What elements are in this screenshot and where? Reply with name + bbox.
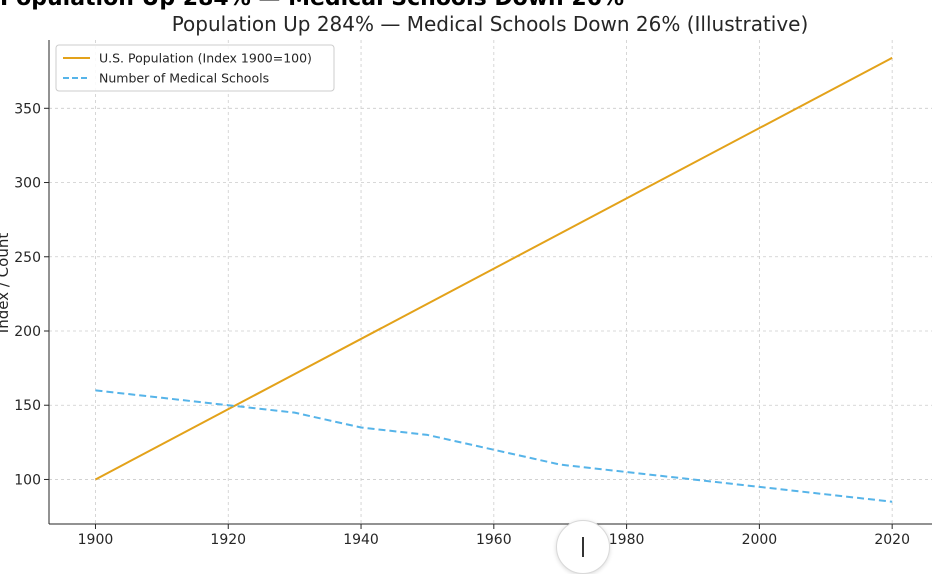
y-tick-label: 200 [14, 324, 41, 340]
chart-axes: 1900 1920 1940 1960 1980 2000 2020 100 150 200 250… [14, 40, 932, 548]
legend-label-schools: Number of Medical Schools [99, 71, 269, 86]
x-tick-label: 1960 [476, 532, 512, 548]
chart-series [95, 56, 893, 503]
x-tick-label: 2020 [874, 532, 910, 548]
legend: U.S. Population (Index 1900=100) Number … [55, 44, 335, 92]
series-line-population [95, 56, 893, 481]
y-tick-label: 100 [14, 472, 41, 488]
scroll-down-button[interactable] [556, 520, 610, 574]
line-chart: 1900 1920 1940 1960 1980 2000 2020 100 150 200 250… [0, 12, 932, 548]
legend-box [55, 44, 335, 92]
cropped-page-heading: Population Up 284% — Medical Schools Dow… [0, 0, 624, 11]
y-tick-label: 250 [14, 250, 41, 266]
y-axis-label: Index / Count [0, 233, 12, 334]
x-tick-label: 1920 [210, 532, 246, 548]
x-tick-label: 1940 [343, 532, 379, 548]
x-tick-label: 1900 [78, 532, 114, 548]
chart-grid [49, 40, 932, 524]
x-tick-label: 2000 [742, 532, 778, 548]
x-tick-label: 1980 [609, 532, 645, 548]
arrow-down-icon [582, 537, 584, 557]
legend-label-population: U.S. Population (Index 1900=100) [99, 51, 312, 66]
y-tick-label: 350 [14, 101, 41, 117]
chart-title: Population Up 284% — Medical Schools Dow… [172, 12, 809, 36]
series-line-schools [95, 389, 893, 503]
y-tick-label: 300 [14, 176, 41, 192]
y-tick-label: 150 [14, 398, 41, 414]
